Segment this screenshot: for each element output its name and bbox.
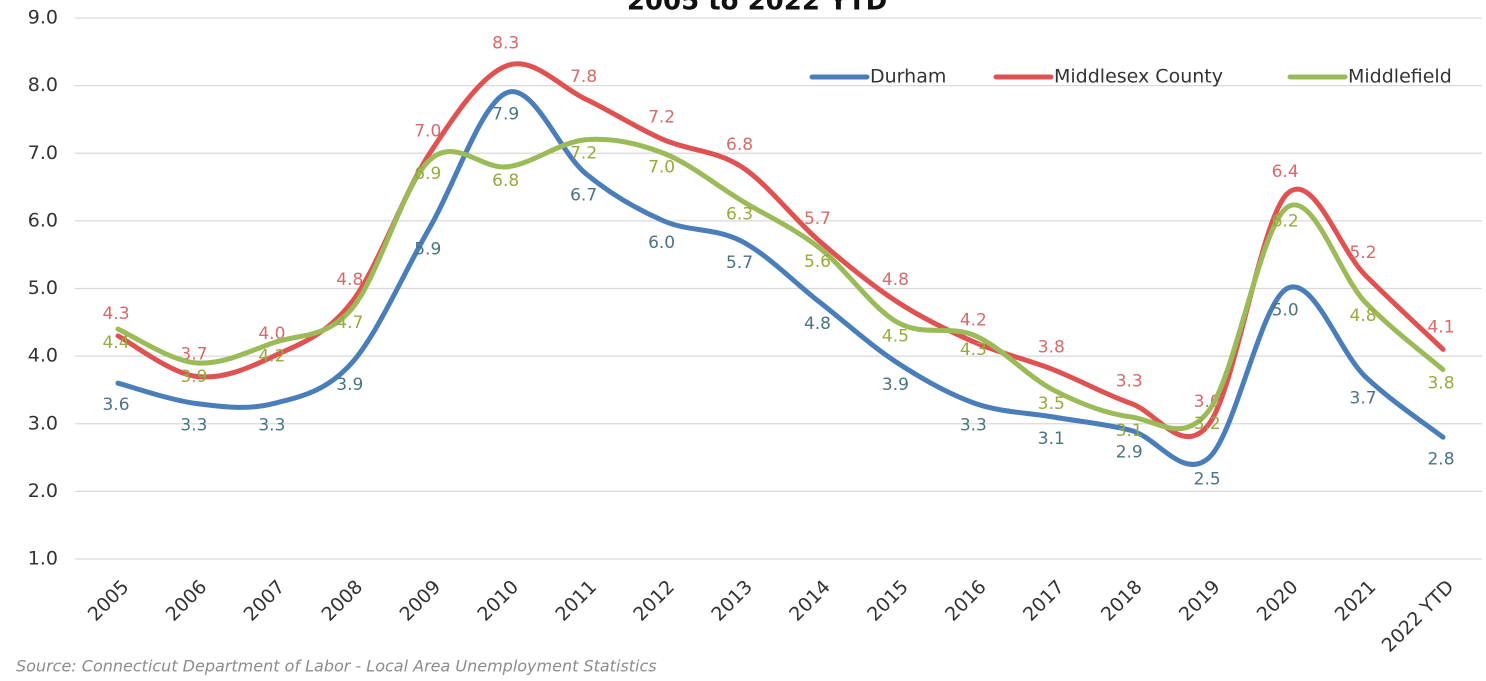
data-label: 2.9 [1116, 443, 1143, 463]
y-tick-label: 5.0 [28, 277, 58, 299]
y-tick-label: 3.0 [28, 412, 58, 434]
legend-label: Middlefield [1348, 66, 1452, 88]
data-label: 8.3 [492, 33, 519, 53]
data-label: 3.3 [258, 415, 285, 435]
legend-label: Durham [870, 66, 946, 88]
x-tick-label: 2016 [941, 576, 991, 626]
data-label: 7.9 [492, 104, 519, 124]
data-label: 6.2 [1272, 211, 1299, 231]
x-tick-label: 2010 [473, 576, 523, 626]
data-label: 7.2 [648, 108, 675, 128]
x-tick-label: 2013 [707, 576, 757, 626]
data-label: 4.8 [336, 270, 363, 290]
y-tick-label: 6.0 [28, 209, 58, 231]
y-tick-label: 8.0 [28, 74, 58, 96]
x-tick-label: 2017 [1019, 576, 1069, 626]
data-label: 5.6 [804, 252, 831, 272]
data-label: 4.2 [258, 347, 285, 367]
data-label: 4.3 [960, 340, 987, 360]
source-note: Source: Connecticut Department of Labor … [16, 657, 657, 676]
x-tick-label: 2015 [863, 576, 913, 626]
x-tick-label: 2018 [1097, 576, 1147, 626]
data-label: 2.5 [1194, 470, 1221, 490]
y-tick-label: 4.0 [28, 345, 58, 367]
data-label: 4.8 [882, 270, 909, 290]
x-tick-label: 2022 YTD [1378, 576, 1459, 657]
data-label: 3.7 [1350, 388, 1377, 408]
y-tick-label: 1.0 [28, 548, 58, 570]
data-label: 3.3 [180, 415, 207, 435]
data-label: 3.3 [960, 415, 987, 435]
data-label: 6.0 [648, 233, 675, 253]
data-label: 6.9 [414, 164, 441, 184]
data-label: 3.9 [882, 375, 909, 395]
x-tick-label: 2005 [84, 576, 134, 626]
data-label: 5.0 [1272, 301, 1299, 321]
data-label: 3.9 [180, 367, 207, 387]
data-label: 3.1 [1116, 421, 1143, 441]
x-tick-label: 2009 [395, 576, 445, 626]
x-tick-label: 2008 [317, 576, 367, 626]
data-label: 3.9 [336, 375, 363, 395]
series-line [115, 136, 1446, 432]
chart-title: 2005 to 2022 YTD [627, 0, 887, 17]
y-tick-label: 7.0 [28, 142, 58, 164]
data-label: 4.7 [336, 313, 363, 333]
data-label: 3.8 [1038, 338, 1065, 358]
data-label: 2.8 [1427, 449, 1454, 469]
data-label: 6.3 [726, 205, 753, 225]
data-label: 4.3 [102, 304, 129, 324]
data-label: 4.8 [1350, 306, 1377, 326]
y-tick-label: 2.0 [28, 480, 58, 502]
data-label: 7.2 [570, 144, 597, 164]
x-tick-label: 2014 [785, 576, 835, 626]
data-label: 3.6 [102, 395, 129, 415]
data-label: 4.5 [882, 326, 909, 346]
x-tick-label: 2020 [1253, 576, 1303, 626]
x-tick-label: 2019 [1175, 576, 1225, 626]
data-label: 5.7 [726, 253, 753, 273]
data-label: 7.0 [414, 121, 441, 141]
x-tick-label: 2012 [629, 576, 679, 626]
series-line [115, 89, 1446, 467]
x-tick-label: 2021 [1331, 576, 1381, 626]
data-label: 7.0 [648, 157, 675, 177]
data-label: 5.2 [1350, 243, 1377, 263]
data-label: 6.8 [492, 171, 519, 191]
data-label: 6.4 [1272, 162, 1299, 182]
data-label: 3.5 [1038, 394, 1065, 414]
y-tick-label: 9.0 [28, 7, 58, 29]
data-label: 5.7 [804, 209, 831, 229]
data-label: 6.8 [726, 135, 753, 155]
x-tick-label: 2011 [551, 576, 601, 626]
data-label: 3.3 [1116, 371, 1143, 391]
data-label: 7.8 [570, 67, 597, 87]
data-label: 6.7 [570, 186, 597, 206]
data-label: 3.1 [1038, 429, 1065, 449]
x-tick-label: 2007 [240, 576, 290, 626]
data-label: 5.9 [414, 240, 441, 260]
data-label: 4.2 [960, 311, 987, 331]
legend-label: Middlesex County [1054, 66, 1223, 88]
x-tick-label: 2006 [162, 576, 212, 626]
data-label: 4.8 [804, 314, 831, 334]
data-label: 3.8 [1427, 374, 1454, 394]
data-label: 4.1 [1427, 317, 1454, 337]
data-label: 3.2 [1194, 414, 1221, 434]
data-label: 4.4 [102, 333, 129, 353]
